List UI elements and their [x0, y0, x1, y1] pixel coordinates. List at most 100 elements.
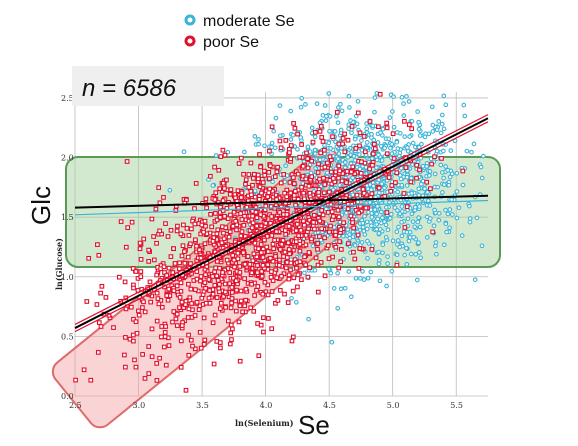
point-poor-se: [182, 260, 188, 266]
point-poor-se: [146, 259, 152, 264]
point-poor-se: [268, 255, 273, 261]
point-poor-se: [208, 211, 213, 217]
point-poor-se: [282, 228, 288, 233]
point-poor-se: [326, 189, 332, 195]
point-poor-se: [256, 353, 262, 359]
point-poor-se: [297, 241, 303, 247]
point-moderate-se: [376, 231, 382, 236]
point-poor-se: [257, 184, 263, 190]
point-poor-se: [402, 225, 408, 230]
n-label: n = 6586: [82, 75, 177, 102]
point-poor-se: [321, 175, 326, 181]
point-poor-se: [227, 191, 233, 197]
point-poor-se: [193, 287, 198, 292]
point-poor-se: [181, 222, 186, 228]
point-poor-se: [204, 205, 209, 211]
point-poor-se: [210, 320, 216, 326]
point-moderate-se: [433, 243, 438, 249]
y-tick-label: 1.0: [61, 273, 74, 282]
point-poor-se: [272, 174, 278, 179]
point-poor-se: [297, 259, 303, 265]
point-poor-se: [84, 299, 90, 304]
point-moderate-se: [352, 243, 358, 248]
point-poor-se: [233, 278, 239, 284]
point-poor-se: [157, 355, 162, 361]
point-poor-se: [286, 223, 292, 229]
point-poor-se: [213, 211, 218, 216]
point-poor-se: [299, 184, 304, 190]
point-poor-se: [320, 212, 326, 218]
point-poor-se: [206, 277, 212, 282]
point-moderate-se: [347, 232, 352, 237]
point-poor-se: [214, 231, 220, 237]
point-moderate-se: [357, 152, 362, 157]
point-moderate-se: [379, 209, 384, 215]
point-poor-se: [255, 263, 260, 268]
point-poor-se: [81, 367, 87, 373]
point-moderate-se: [441, 182, 447, 187]
point-poor-se: [173, 208, 179, 213]
point-poor-se: [439, 156, 444, 161]
point-poor-se: [277, 138, 283, 144]
point-moderate-se: [357, 166, 363, 172]
point-moderate-se: [472, 277, 478, 283]
point-poor-se: [254, 287, 259, 293]
point-poor-se: [123, 244, 129, 250]
point-poor-se: [322, 164, 328, 170]
point-poor-se: [345, 137, 351, 143]
point-poor-se: [267, 163, 273, 169]
point-moderate-se: [436, 217, 442, 223]
point-poor-se: [230, 326, 235, 332]
point-poor-se: [328, 223, 333, 229]
point-moderate-se: [454, 170, 460, 176]
point-moderate-se: [331, 286, 337, 291]
point-poor-se: [260, 255, 266, 260]
point-moderate-se: [331, 225, 337, 230]
point-poor-se: [154, 290, 160, 296]
point-poor-se: [98, 290, 103, 296]
point-poor-se: [246, 184, 252, 190]
point-poor-se: [304, 150, 309, 156]
point-moderate-se: [394, 252, 400, 258]
point-poor-se: [295, 284, 300, 290]
point-poor-se: [206, 295, 212, 301]
point-poor-se: [329, 169, 334, 175]
point-moderate-se: [405, 216, 411, 221]
point-poor-se: [223, 305, 228, 310]
point-poor-se: [193, 181, 199, 186]
point-poor-se: [125, 225, 131, 230]
point-poor-se: [165, 297, 171, 303]
point-poor-se: [241, 171, 246, 177]
point-poor-se: [226, 234, 232, 240]
point-poor-se: [202, 218, 208, 224]
point-moderate-se: [389, 268, 395, 274]
point-poor-se: [261, 329, 266, 335]
point-poor-se: [255, 284, 261, 289]
point-poor-se: [220, 208, 226, 213]
point-moderate-se: [293, 299, 299, 305]
point-moderate-se: [379, 181, 385, 187]
point-poor-se: [320, 139, 326, 144]
point-moderate-se: [412, 204, 418, 210]
legend-marker-moderate: [184, 14, 196, 26]
point-moderate-se: [443, 221, 449, 227]
point-poor-se: [293, 202, 298, 208]
point-poor-se: [353, 146, 359, 151]
point-poor-se: [151, 257, 157, 263]
point-moderate-se: [364, 226, 370, 232]
point-poor-se: [417, 167, 422, 173]
point-moderate-se: [376, 249, 381, 255]
point-poor-se: [221, 294, 226, 299]
point-poor-se: [256, 246, 261, 252]
point-poor-se: [335, 207, 341, 213]
point-moderate-se: [479, 243, 485, 249]
point-moderate-se: [388, 211, 394, 217]
point-poor-se: [161, 264, 167, 270]
point-moderate-se: [461, 102, 467, 108]
point-poor-se: [284, 194, 290, 200]
point-poor-se: [238, 211, 243, 216]
point-moderate-se: [380, 215, 385, 221]
point-moderate-se: [309, 125, 315, 131]
point-poor-se: [218, 204, 223, 210]
point-moderate-se: [372, 95, 378, 100]
